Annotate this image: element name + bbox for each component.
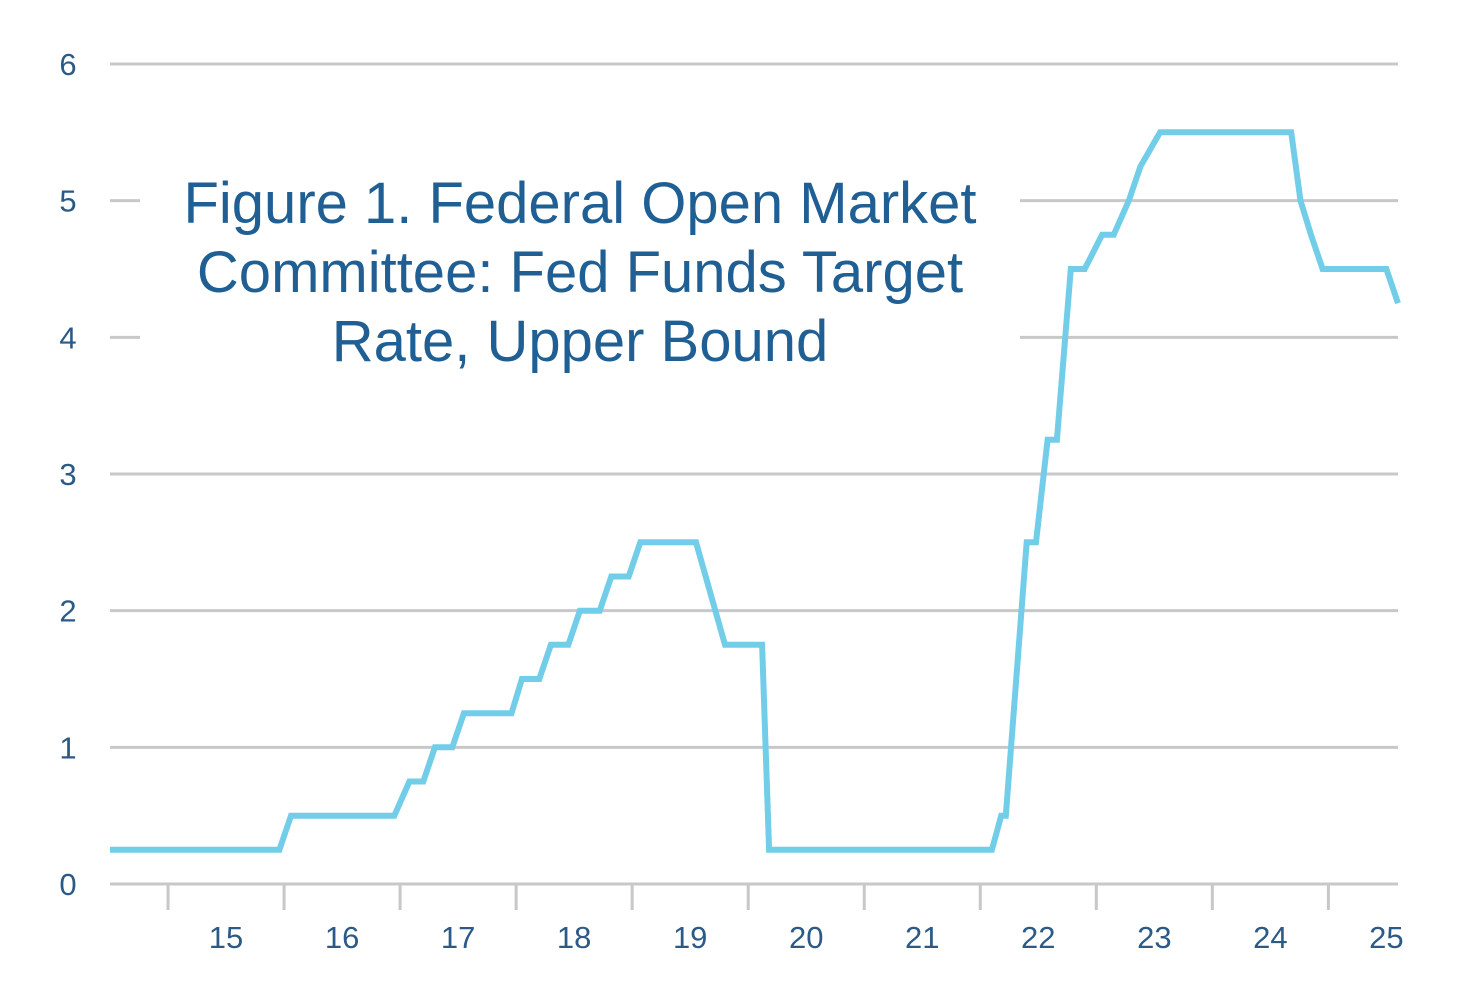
series-group	[110, 129, 1401, 853]
x-tick-label-25: 25	[1369, 920, 1403, 955]
y-axis-labels: 0 1 2 3 4 5 6	[59, 47, 76, 902]
x-tick-label-22: 22	[1021, 920, 1055, 955]
y-tick-label-1: 1	[59, 730, 76, 765]
x-tick-label-23: 23	[1137, 920, 1171, 955]
x-tick-label-21: 21	[905, 920, 939, 955]
x-axis-ticks	[166, 884, 1330, 910]
x-tick-label-20: 20	[789, 920, 823, 955]
x-tick-label-18: 18	[557, 920, 591, 955]
y-tick-label-4: 4	[59, 320, 76, 355]
chart-title: Figure 1. Federal Open Market Committee:…	[183, 171, 977, 374]
x-axis-labels: 15 16 17 18 19 20 21 22 23 24 25	[209, 920, 1404, 955]
y-tick-label-2: 2	[59, 594, 76, 629]
x-tick-label-15: 15	[209, 920, 243, 955]
y-tick-label-6: 6	[59, 47, 76, 82]
y-tick-label-5: 5	[59, 184, 76, 219]
series-line-0	[110, 129, 1401, 853]
chart-title-panel: Figure 1. Federal Open Market Committee:…	[140, 165, 1020, 380]
x-tick-label-17: 17	[441, 920, 475, 955]
y-tick-label-0: 0	[59, 867, 76, 902]
x-tick-label-19: 19	[673, 920, 707, 955]
x-tick-label-24: 24	[1253, 920, 1287, 955]
y-tick-label-3: 3	[59, 457, 76, 492]
x-tick-label-16: 16	[325, 920, 359, 955]
